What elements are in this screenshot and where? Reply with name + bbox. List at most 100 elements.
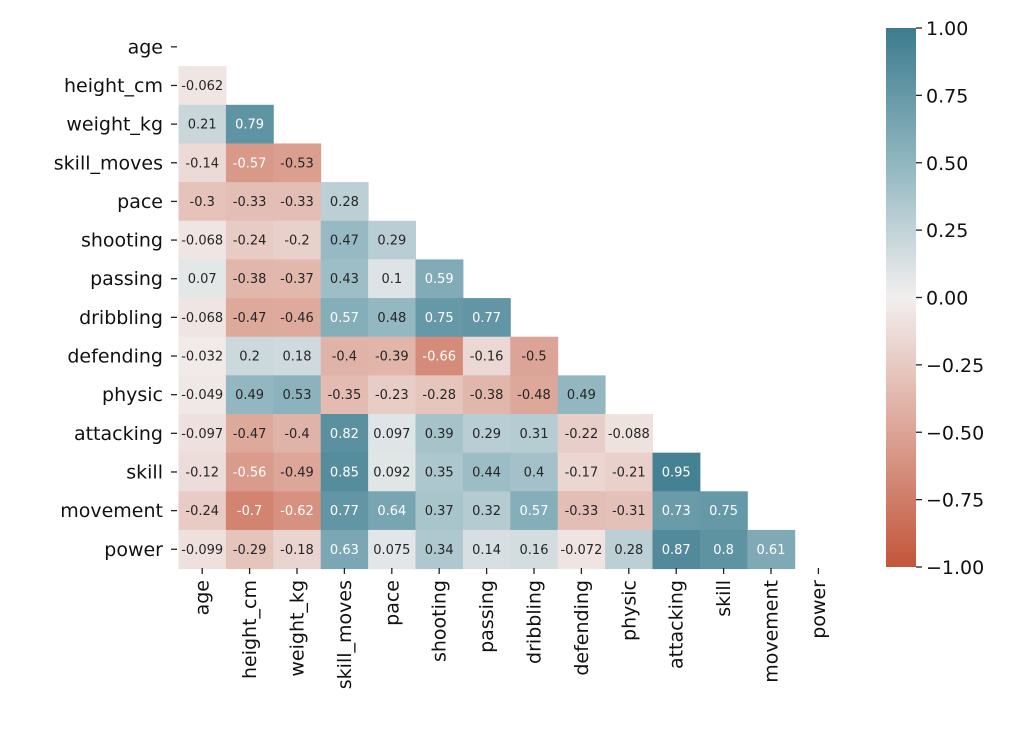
colorbar-tick-label: −0.75	[926, 490, 984, 512]
heatmap-cell	[273, 182, 322, 222]
colorbar-tick-label: −1.00	[926, 557, 984, 579]
cell-annotation: 0.2	[239, 350, 260, 365]
cell-annotation: -0.072	[560, 543, 602, 558]
heatmap-cell	[320, 491, 369, 531]
cell-annotation: -0.53	[280, 156, 314, 171]
heatmap-cell	[273, 220, 322, 260]
cell-annotation: 0.44	[472, 465, 501, 480]
heatmap-cell	[320, 259, 369, 299]
cell-annotation: 0.29	[377, 234, 406, 249]
heatmap-cell	[557, 529, 606, 570]
cell-annotation: -0.39	[375, 350, 409, 365]
x-tick-label: shooting	[429, 580, 451, 662]
colorbar: 1.00 0.75 0.50 0.25 0.00 −0.25 −0.50 −0.75 −1.00	[886, 18, 984, 579]
cell-annotation: 0.61	[757, 543, 786, 558]
heatmap-cell	[368, 220, 416, 260]
cell-annotation: -0.38	[470, 388, 504, 403]
colorbar-gradient	[886, 28, 916, 567]
cell-annotation: 0.43	[330, 272, 359, 287]
heatmap-cell	[368, 298, 416, 338]
cell-annotation: 0.8	[713, 543, 734, 558]
cell-annotation: -0.068	[181, 234, 223, 249]
cell-annotation: 0.075	[373, 543, 410, 558]
heatmap-cell	[273, 298, 322, 338]
y-tick-label: pace	[117, 191, 163, 213]
heatmap-cell	[225, 182, 274, 222]
cell-annotation: 0.34	[425, 543, 454, 558]
heatmap-cell	[178, 375, 227, 415]
y-tick-label: skill_moves	[54, 152, 163, 174]
cell-annotation: 0.75	[425, 311, 454, 326]
heatmap-cell	[225, 529, 274, 570]
cell-annotation: -0.56	[233, 465, 267, 480]
x-tick-label: dribbling	[524, 580, 546, 664]
cell-annotation: -0.4	[332, 350, 357, 365]
heatmap-cell	[178, 66, 227, 106]
heatmap-cell	[415, 529, 464, 570]
heatmap-cell	[320, 375, 369, 415]
heatmap-cell	[747, 529, 796, 570]
cell-annotation: -0.12	[185, 465, 219, 480]
heatmap-cell	[178, 414, 227, 454]
cell-annotation: 0.87	[662, 543, 691, 558]
heatmap-cell	[368, 452, 416, 492]
heatmap-cell	[273, 375, 322, 415]
y-tick-label: weight_kg	[66, 114, 163, 136]
cell-annotation: 0.21	[188, 118, 217, 133]
heatmap-cell	[178, 182, 227, 222]
cell-annotation: 0.28	[614, 543, 643, 558]
heatmap-cell	[178, 336, 227, 376]
heatmap-cell	[225, 414, 274, 454]
cell-annotation: 0.79	[235, 118, 264, 133]
y-tick-label: defending	[67, 346, 163, 368]
cell-annotation: 0.097	[373, 427, 410, 442]
x-tick-label: physic	[618, 580, 640, 641]
y-tick-label: age	[128, 36, 163, 58]
cell-annotation: -0.46	[280, 311, 314, 326]
y-tick-label: height_cm	[64, 75, 163, 97]
cell-annotation: -0.097	[181, 427, 223, 442]
cell-annotation: 0.16	[520, 543, 549, 558]
x-tick-label: passing	[476, 580, 498, 653]
heatmap-cell	[699, 491, 748, 531]
y-tick-label: physic	[102, 384, 163, 406]
cell-annotation: -0.29	[233, 543, 267, 558]
heatmap-cell	[178, 143, 227, 183]
heatmap-cell	[462, 298, 511, 338]
heatmap-cell	[368, 529, 416, 570]
heatmap-cell	[652, 491, 701, 531]
cell-annotation: 0.77	[330, 504, 359, 519]
cell-annotation: -0.062	[181, 79, 223, 94]
cell-annotation: -0.3	[190, 195, 215, 210]
heatmap-cell	[225, 104, 274, 144]
heatmap-cell	[557, 414, 606, 454]
heatmap-cell	[273, 529, 322, 570]
cell-annotation: -0.068	[181, 311, 223, 326]
cell-annotation: 0.32	[472, 504, 501, 519]
heatmap-cell	[462, 375, 511, 415]
colorbar-tick-label: −0.50	[926, 422, 984, 444]
heatmap-cell	[557, 491, 606, 531]
colorbar-tick-label: 0.00	[926, 288, 968, 310]
cell-annotation: 0.82	[330, 427, 359, 442]
y-tick-label: attacking	[74, 423, 163, 445]
heatmap-cell	[225, 375, 274, 415]
cell-annotation: 0.18	[283, 350, 312, 365]
colorbar-tick-label: −0.25	[926, 355, 984, 377]
cell-annotation: -0.35	[328, 388, 362, 403]
cell-annotation: 0.37	[425, 504, 454, 519]
y-tick-label: dribbling	[79, 307, 163, 329]
heatmap-cell	[510, 414, 559, 454]
heatmap-cell	[605, 491, 653, 531]
heatmap-cell	[320, 336, 369, 376]
cell-annotation: -0.22	[565, 427, 599, 442]
heatmap-cell	[225, 220, 274, 260]
cell-annotation: 0.31	[520, 427, 549, 442]
x-tick-label: skill	[713, 580, 735, 617]
cell-annotation: 0.77	[472, 311, 501, 326]
cell-annotation: 0.28	[330, 195, 359, 210]
heatmap-cell	[605, 529, 653, 570]
cell-annotation: -0.4	[284, 427, 309, 442]
heatmap-cell	[462, 336, 511, 376]
heatmap-cell	[652, 529, 701, 570]
